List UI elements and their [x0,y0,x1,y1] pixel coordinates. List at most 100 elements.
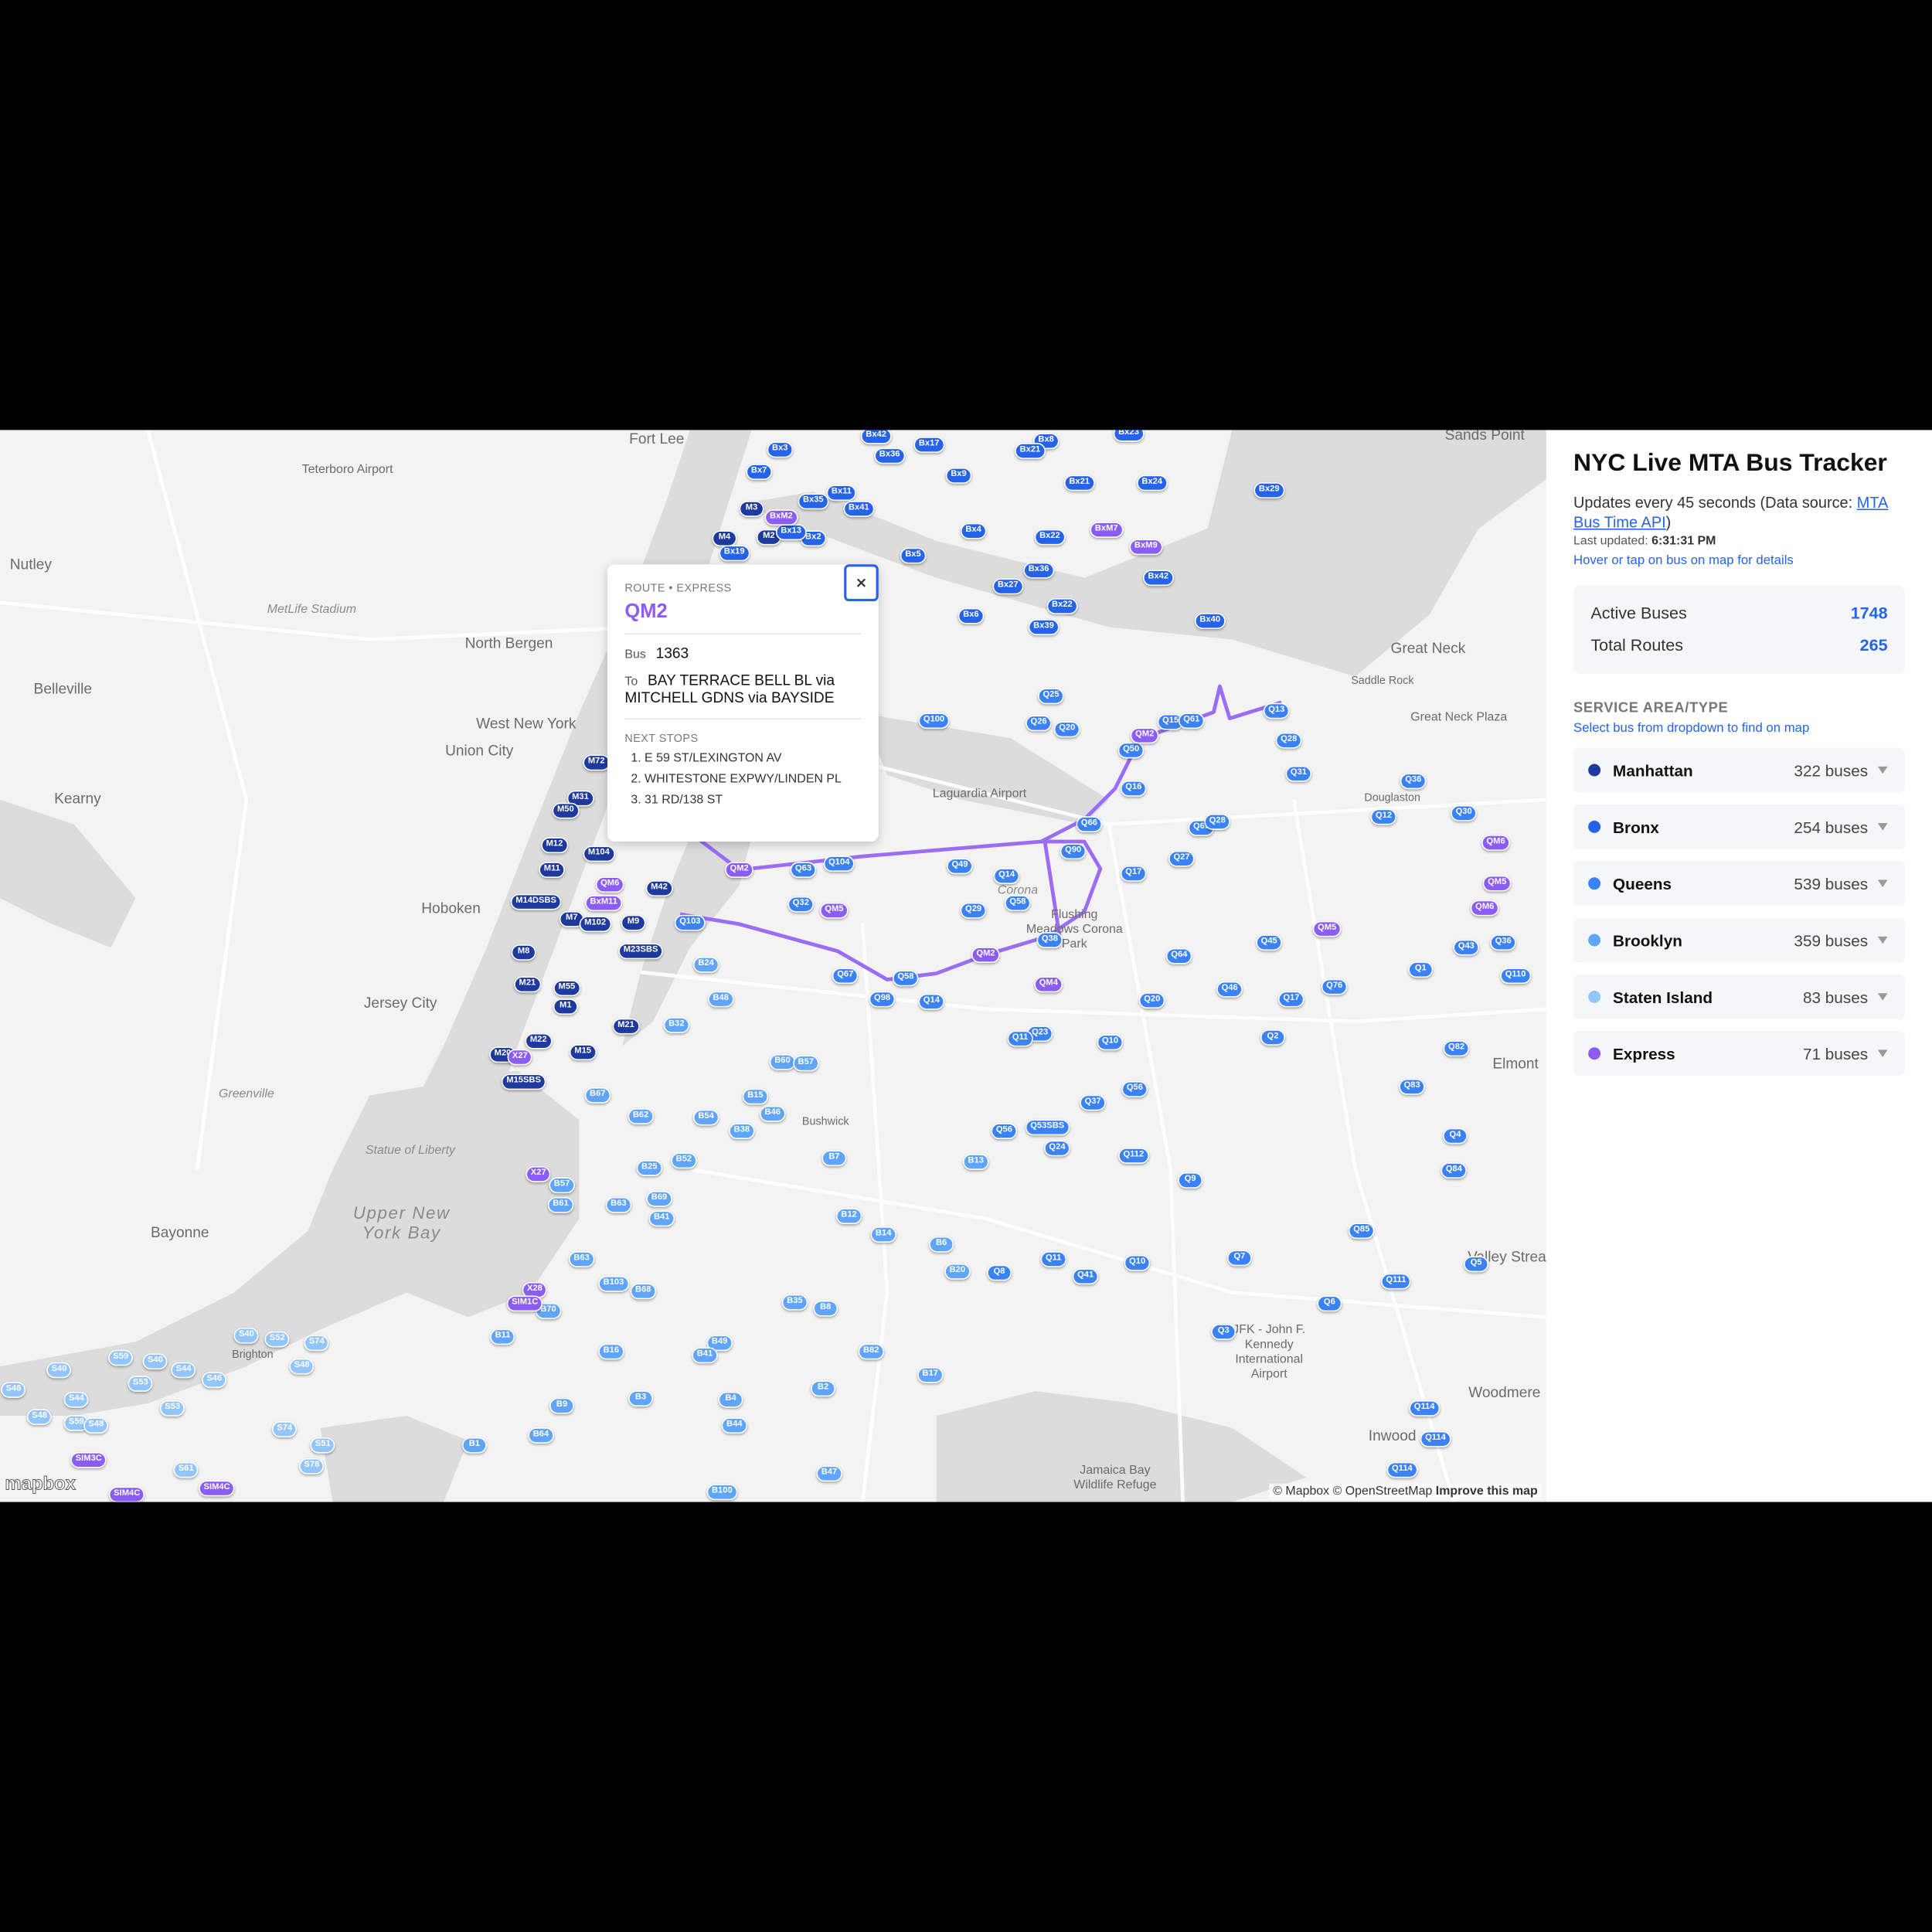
bus-marker[interactable]: Q110 [1500,968,1531,985]
bus-marker[interactable]: B3 [628,1390,654,1406]
bus-marker[interactable]: B61 [547,1196,574,1213]
bus-marker[interactable]: B52 [671,1152,697,1169]
bus-marker[interactable]: Q114 [1409,1400,1440,1417]
bus-marker[interactable]: M23SBS [618,943,663,960]
bus-marker[interactable]: Q11 [1040,1251,1066,1267]
bus-marker[interactable]: B62 [628,1108,654,1124]
bus-marker[interactable]: M31 [566,790,594,807]
bus-marker[interactable]: S74 [304,1335,330,1352]
bus-marker[interactable]: Q98 [869,991,896,1008]
bus-marker[interactable]: B103 [598,1275,629,1292]
bus-marker[interactable]: SIM4C [199,1480,236,1497]
bus-marker[interactable]: BxM11 [585,895,623,912]
bus-marker[interactable]: Q8 [987,1264,1012,1281]
bus-marker[interactable]: B9 [549,1397,574,1414]
bus-marker[interactable]: M21 [612,1018,640,1035]
bus-marker[interactable]: Q31 [1285,765,1312,782]
bus-marker[interactable]: M7 [559,911,584,927]
bus-marker[interactable]: QM2 [1130,727,1159,744]
bus-marker[interactable]: B14 [870,1226,896,1243]
bus-marker[interactable]: S61 [173,1461,199,1478]
map[interactable]: Fort Lee Teterboro Airport Nutley MetLife S… [0,430,1546,1502]
bus-marker[interactable]: Q36 [1400,773,1427,790]
bus-marker[interactable]: Bx17 [913,437,944,453]
bus-marker[interactable]: B48 [708,991,734,1008]
bus-marker[interactable]: B82 [858,1343,884,1360]
bus-marker[interactable]: Bx42 [860,430,892,444]
bus-marker[interactable]: M15 [569,1044,597,1060]
bus-marker[interactable]: B63 [568,1251,595,1267]
bus-marker[interactable]: B25 [636,1160,662,1176]
bus-marker[interactable]: Q27 [1168,850,1195,867]
bus-marker[interactable]: Q2 [1260,1029,1285,1046]
bus-marker[interactable]: B13 [963,1154,989,1170]
bus-marker[interactable]: Bx9 [945,468,972,484]
bus-marker[interactable]: S40 [233,1327,260,1344]
bus-marker[interactable]: M1 [553,998,578,1015]
bus-marker[interactable]: M11 [539,862,566,879]
bus-marker[interactable]: B12 [835,1208,862,1225]
service-area[interactable]: Express 71 buses [1573,1031,1905,1076]
bus-marker[interactable]: B47 [816,1465,842,1482]
bus-marker[interactable]: BxM2 [764,509,798,526]
bus-marker[interactable]: Q12 [1370,808,1397,825]
bus-marker[interactable]: B44 [721,1417,747,1434]
bus-marker[interactable]: Q103 [674,914,706,931]
bus-marker[interactable]: M55 [553,980,580,997]
bus-marker[interactable]: Q20 [1138,992,1165,1009]
bus-marker[interactable]: SIM1C [506,1295,543,1312]
bus-marker[interactable]: S44 [171,1362,196,1379]
bus-marker[interactable]: M4 [712,530,737,547]
bus-marker[interactable]: QM4 [1034,976,1063,993]
bus-marker[interactable]: QM5 [819,902,849,919]
bus-marker[interactable]: SIM4C [108,1486,145,1502]
bus-marker[interactable]: Q83 [1399,1078,1426,1095]
bus-marker[interactable]: B38 [729,1123,755,1140]
bus-marker[interactable]: S40 [142,1353,168,1370]
bus-marker[interactable]: Bx5 [900,547,927,564]
bus-marker[interactable]: B35 [781,1294,808,1311]
bus-marker[interactable]: S44 [63,1391,90,1408]
bus-marker[interactable]: M72 [583,754,610,771]
bus-marker[interactable]: S53 [159,1400,185,1417]
bus-marker[interactable]: Bx22 [1034,529,1066,546]
bus-marker[interactable]: M42 [645,880,673,896]
bus-marker[interactable]: X27 [526,1166,552,1182]
bus-marker[interactable]: B11 [490,1328,515,1345]
bus-marker[interactable]: Q7 [1227,1250,1252,1267]
bus-marker[interactable]: Bx36 [1023,562,1054,579]
bus-marker[interactable]: B16 [598,1343,624,1360]
bus-marker[interactable]: S52 [264,1331,291,1348]
bus-marker[interactable]: B57 [793,1055,819,1072]
source-link[interactable]: MTA Bus Time API [1573,494,1889,532]
bus-marker[interactable]: B60 [769,1053,796,1070]
bus-marker[interactable]: SIM3C [70,1451,107,1468]
bus-marker[interactable]: BxM7 [1090,522,1124,538]
bus-marker[interactable]: Q14 [993,868,1020,884]
bus-marker[interactable]: Q28 [1275,732,1302,749]
bus-marker[interactable]: B49 [706,1335,733,1352]
bus-marker[interactable]: M50 [552,802,580,819]
bus-marker[interactable]: S51 [310,1437,336,1454]
bus-marker[interactable]: B67 [584,1087,611,1104]
bus-marker[interactable]: Q1 [1408,961,1434,978]
bus-marker[interactable]: Q17 [1120,866,1147,882]
bus-marker[interactable]: B2 [811,1380,835,1397]
bus-marker[interactable]: Q29 [960,902,987,919]
bus-marker[interactable]: Bx35 [798,493,829,510]
bus-marker[interactable]: B17 [917,1366,944,1383]
bus-marker[interactable]: Q38 [1036,932,1063,948]
bus-marker[interactable]: Q3 [1211,1324,1236,1340]
bus-marker[interactable]: QM6 [595,876,624,893]
bus-marker[interactable]: Q53SBS [1025,1119,1070,1136]
bus-marker[interactable]: Q63 [790,862,817,879]
service-area[interactable]: Bronx 254 buses [1573,804,1905,849]
bus-marker[interactable]: Q32 [787,896,815,913]
close-button[interactable] [844,564,879,602]
bus-marker[interactable]: QM2 [971,947,1000,964]
bus-marker[interactable]: S46 [202,1372,227,1389]
bus-marker[interactable]: Q45 [1256,934,1283,951]
improve-link[interactable]: Improve this map [1435,1485,1538,1498]
bus-marker[interactable]: Bx7 [746,464,772,481]
bus-marker[interactable]: QM5 [1482,875,1512,892]
